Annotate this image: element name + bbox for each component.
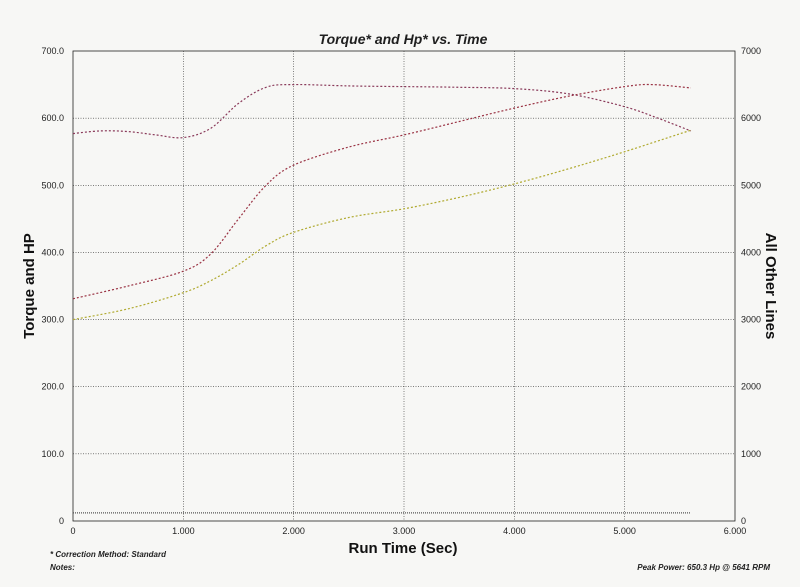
y2-tick-label: 1000 [741, 449, 761, 459]
y-tick-label: 300.0 [41, 315, 64, 325]
x-tick-label: 0 [70, 526, 75, 536]
y-tick-label: 700.0 [41, 46, 64, 56]
y-tick-label: 0 [59, 516, 64, 526]
x-tick-label: 5.000 [613, 526, 636, 536]
y2-tick-label: 5000 [741, 180, 761, 190]
y2-axis-title: All Other Lines [762, 233, 779, 340]
y-tick-label: 100.0 [41, 449, 64, 459]
correction-note: * Correction Method: Standard [50, 550, 167, 559]
series-line-1 [72, 83, 692, 139]
x-tick-label: 4.000 [503, 526, 526, 536]
x-tick-label: 3.000 [393, 526, 416, 536]
grid [72, 50, 736, 522]
x-tick-label: 1.000 [172, 526, 195, 536]
chart-title: Torque* and Hp* vs. Time [319, 31, 488, 47]
notes-label: Notes: [50, 563, 75, 572]
y2-tick-label: 2000 [741, 382, 761, 392]
y-tick-label: 600.0 [41, 113, 64, 123]
series-line-3 [72, 129, 692, 321]
tick-labels: 0 1.000 2.000 3.000 4.000 5.000 6.0000100.0200… [41, 46, 761, 536]
y2-tick-label: 0 [741, 516, 746, 526]
y2-tick-label: 6000 [741, 113, 761, 123]
y-axis-title: Torque and HP [21, 233, 38, 339]
x-tick-label: 2.000 [282, 526, 305, 536]
x-axis-title: Run Time (Sec) [349, 540, 458, 557]
y2-tick-label: 3000 [741, 315, 761, 325]
series-line-2 [72, 83, 691, 300]
y-tick-label: 500.0 [41, 180, 64, 190]
x-tick-label: 6.000 [724, 526, 747, 536]
series-layer [72, 83, 692, 514]
y-tick-label: 200.0 [41, 382, 64, 392]
y-tick-label: 400.0 [41, 247, 64, 257]
y2-tick-label: 4000 [741, 247, 761, 257]
y2-tick-label: 7000 [741, 46, 761, 56]
peak-power-note: Peak Power: 650.3 Hp @ 5641 RPM [637, 563, 770, 572]
